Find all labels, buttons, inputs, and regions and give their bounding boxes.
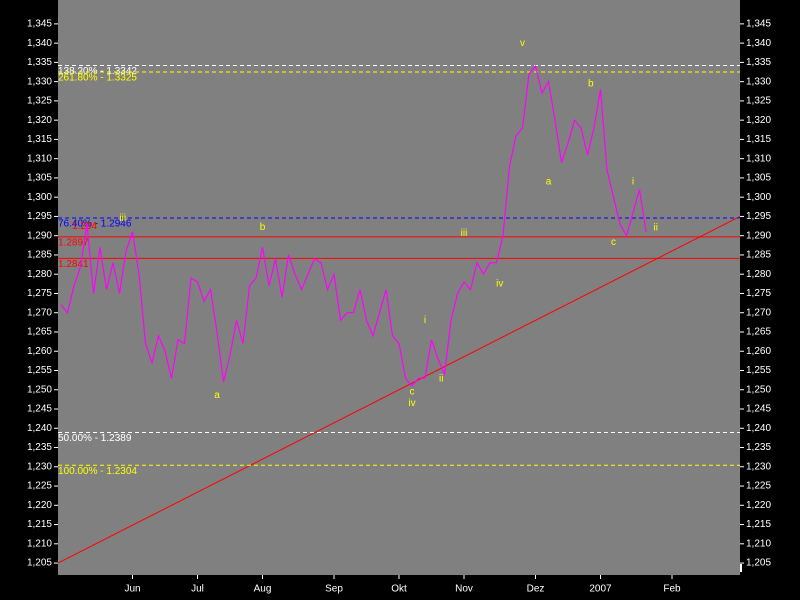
y-tick-label-right: 1,305 bbox=[746, 173, 771, 184]
y-tick-label: 1,235 bbox=[27, 442, 52, 453]
y-tick-label-right: 1,295 bbox=[746, 211, 771, 222]
y-tick-label: 1,230 bbox=[27, 461, 52, 472]
y-tick-label-right: 1,270 bbox=[746, 307, 771, 318]
trendline bbox=[57, 215, 741, 564]
y-tick-label-right: 1,290 bbox=[746, 230, 771, 241]
level-label: 138.20% - 1.3342 bbox=[58, 66, 137, 77]
plot-area bbox=[58, 0, 740, 575]
y-tick-label: 1,250 bbox=[27, 384, 52, 395]
x-tick-label: Okt bbox=[391, 584, 407, 595]
y-tick-label: 1,260 bbox=[27, 346, 52, 357]
y-tick-label: 1,265 bbox=[27, 327, 52, 338]
y-tick-label-right: 1,205 bbox=[746, 558, 771, 569]
wave-label: b bbox=[260, 222, 266, 233]
price-line bbox=[60, 64, 647, 387]
x-tick-label: Jun bbox=[124, 584, 140, 595]
y-tick-label-right: 1,210 bbox=[746, 538, 771, 549]
x-tick-label: Sep bbox=[325, 584, 343, 595]
x-tick-label: 2007 bbox=[589, 584, 612, 595]
y-tick-label-right: 1,240 bbox=[746, 423, 771, 434]
y-tick-label-right: 1,340 bbox=[746, 38, 771, 49]
y-tick-label: 1,290 bbox=[27, 230, 52, 241]
level-label: 1.2841 bbox=[58, 259, 89, 270]
y-tick-label-right: 1,230 bbox=[746, 461, 771, 472]
wave-label: iii bbox=[119, 213, 126, 224]
y-tick-label-right: 1,300 bbox=[746, 192, 771, 203]
y-tick-label-right: 1,265 bbox=[746, 327, 771, 338]
y-tick-label-right: 1,320 bbox=[746, 115, 771, 126]
y-tick-label-right: 1,275 bbox=[746, 288, 771, 299]
y-tick-label: 1,220 bbox=[27, 500, 52, 511]
wave-label: iv bbox=[496, 278, 503, 289]
y-tick-label: 1,275 bbox=[27, 288, 52, 299]
x-tick-label: Nov bbox=[455, 584, 473, 595]
wave-label: a bbox=[546, 176, 552, 187]
y-tick-label-right: 1,345 bbox=[746, 19, 771, 30]
level-label: 1.2897 bbox=[58, 237, 89, 248]
y-tick-label-right: 1,225 bbox=[746, 481, 771, 492]
y-tick-label-right: 1,325 bbox=[746, 96, 771, 107]
y-tick-label-right: 1,280 bbox=[746, 269, 771, 280]
y-tick-label-right: 1,235 bbox=[746, 442, 771, 453]
wave-label: iv bbox=[408, 398, 415, 409]
y-tick-label: 1,310 bbox=[27, 153, 52, 164]
wave-label: ii bbox=[439, 374, 443, 385]
y-tick-label-right: 1,335 bbox=[746, 57, 771, 68]
y-tick-label-right: 1,215 bbox=[746, 519, 771, 530]
y-tick-label: 1,330 bbox=[27, 76, 52, 87]
y-tick-label-right: 1,285 bbox=[746, 250, 771, 261]
level-label: 261.80% - 1.3325 bbox=[58, 73, 137, 84]
y-tick-label: 1,320 bbox=[27, 115, 52, 126]
y-tick-label: 1,325 bbox=[27, 96, 52, 107]
y-tick-label: 1,285 bbox=[27, 250, 52, 261]
y-tick-label-right: 1,255 bbox=[746, 365, 771, 376]
y-tick-label: 1,280 bbox=[27, 269, 52, 280]
wave-label: v bbox=[520, 38, 525, 49]
y-tick-label: 1,215 bbox=[27, 519, 52, 530]
y-tick-label: 1,305 bbox=[27, 173, 52, 184]
y-tick-label: 1,300 bbox=[27, 192, 52, 203]
y-tick-label: 1,270 bbox=[27, 307, 52, 318]
level-label: 50.00% - 1.2389 bbox=[58, 433, 132, 444]
wave-label: b bbox=[588, 79, 594, 90]
x-tick-label: Dez bbox=[527, 584, 545, 595]
y-tick-label-right: 1,310 bbox=[746, 153, 771, 164]
y-tick-label: 1,225 bbox=[27, 481, 52, 492]
y-tick-label-right: 1,315 bbox=[746, 134, 771, 145]
y-tick-label-right: 1,260 bbox=[746, 346, 771, 357]
y-tick-label: 1,240 bbox=[27, 423, 52, 434]
x-tick-label: Feb bbox=[663, 584, 681, 595]
wave-label: c bbox=[611, 237, 616, 248]
level-label: 76.40% - 1.2946 bbox=[58, 219, 132, 230]
y-tick-label: 1,335 bbox=[27, 57, 52, 68]
wave-label: i bbox=[424, 315, 426, 326]
y-tick-label: 1,295 bbox=[27, 211, 52, 222]
y-tick-label-right: 1,250 bbox=[746, 384, 771, 395]
wave-label: a bbox=[214, 390, 220, 401]
y-tick-label: 1,210 bbox=[27, 538, 52, 549]
y-tick-label-right: 1,330 bbox=[746, 76, 771, 87]
wave-label: c bbox=[410, 387, 415, 398]
level-label: 100.00% - 1.2304 bbox=[58, 466, 137, 477]
y-tick-label: 1,245 bbox=[27, 404, 52, 415]
wave-label: i bbox=[632, 176, 634, 187]
x-tick-label: Aug bbox=[254, 584, 272, 595]
wave-label: ii bbox=[654, 223, 658, 234]
y-tick-label: 1,315 bbox=[27, 134, 52, 145]
level-label: 1.294 bbox=[72, 221, 97, 232]
y-tick-label: 1,345 bbox=[27, 19, 52, 30]
y-tick-label: 1,255 bbox=[27, 365, 52, 376]
wave-label: iii bbox=[461, 228, 468, 239]
y-tick-label: 1,205 bbox=[27, 558, 52, 569]
y-tick-label-right: 1,220 bbox=[746, 500, 771, 511]
y-tick-label-right: 1,245 bbox=[746, 404, 771, 415]
y-tick-label: 1,340 bbox=[27, 38, 52, 49]
x-tick-label: Jul bbox=[191, 584, 204, 595]
